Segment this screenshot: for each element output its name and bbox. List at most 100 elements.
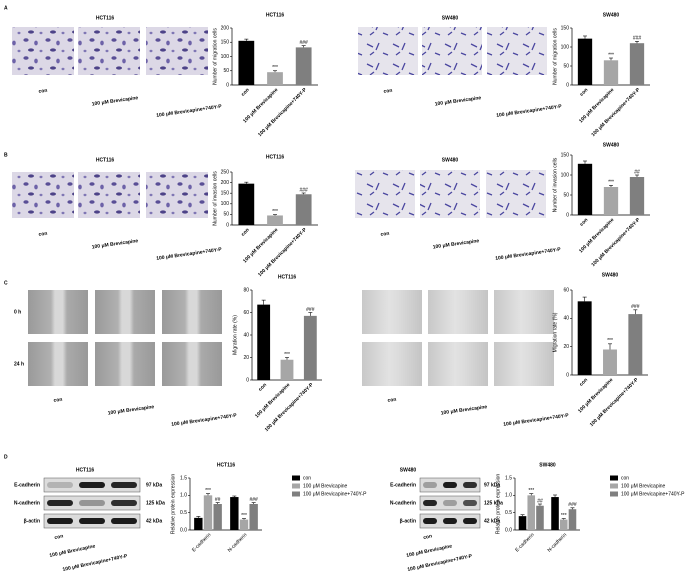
y-tick-label: 0: [226, 222, 229, 228]
x-tick-label: 100 μM Brevicapine+740Y-P: [257, 87, 308, 138]
significance: ###: [568, 502, 577, 508]
size-label: 42 kDa: [146, 518, 162, 524]
image-title: HCT116: [96, 15, 115, 21]
condition-label: 100 μM Brevicapine: [441, 404, 488, 416]
chart-title: SW480: [602, 272, 619, 278]
y-axis-label: Migration rate (%): [232, 315, 238, 355]
y-tick-label: 200: [221, 25, 230, 31]
significance: ***: [241, 513, 247, 519]
condition-label: 100 μM Brevicapine+740Y-P: [171, 413, 238, 428]
significance: ###: [633, 36, 642, 42]
y-tick-label: 80: [243, 287, 249, 293]
condition-label: 100 μM Brevicapine: [435, 95, 482, 107]
y-tick-label: 0: [566, 82, 569, 88]
significance: ***: [608, 52, 614, 58]
significance: ###: [249, 497, 258, 503]
blot-band: [47, 518, 73, 524]
y-axis-label: Relative protein expression: [170, 474, 176, 535]
x-tick-label: 100 μM Brevicapine+740Y-P: [590, 217, 641, 268]
bar: [230, 497, 239, 530]
condition-label: 100 μM Brevicapine+740Y-P: [503, 413, 570, 428]
y-tick-label: 1.5: [180, 475, 187, 481]
y-tick-label: 150: [561, 152, 570, 158]
blot-title: HCT116: [76, 467, 95, 473]
y-tick-label: 0.0: [505, 527, 512, 533]
micrograph: [146, 172, 208, 218]
y-tick-label: 100: [561, 44, 570, 50]
blot-band: [423, 518, 437, 524]
blot-band: [111, 500, 137, 506]
x-tick-label: con: [579, 87, 590, 98]
scratch-image: [28, 290, 88, 334]
protein-label: N-cadherin: [14, 500, 40, 506]
bar: [239, 519, 249, 530]
bar: [628, 314, 643, 375]
y-tick-label: 0: [246, 377, 249, 383]
bar: [194, 517, 203, 530]
chart-title: SW480: [603, 12, 620, 18]
chart-title: HCT116: [278, 274, 297, 280]
bar: [280, 359, 294, 380]
condition-label: con: [387, 397, 397, 404]
bar: [238, 183, 255, 225]
blot-band: [111, 482, 137, 488]
micrograph: [422, 27, 482, 75]
condition-label: 100 μM Brevicapine+740Y-P: [496, 104, 563, 119]
significance: ###: [299, 40, 308, 46]
chart-title: HCT116: [217, 462, 236, 468]
y-tick-label: 0: [566, 212, 569, 218]
legend-swatch: [610, 491, 618, 497]
condition-label: con: [53, 397, 63, 404]
condition-label: 100 μM Brevicapine: [49, 543, 96, 559]
blot-strip: [43, 495, 141, 511]
chart-title: HCT116: [266, 12, 285, 18]
condition-label: con: [54, 533, 64, 541]
legend-swatch: [610, 483, 618, 489]
chart-title: SW480: [539, 462, 556, 468]
y-tick-label: 50: [223, 212, 229, 218]
y-axis-label: Migration rate (%): [552, 312, 558, 352]
size-label: 97 kDa: [146, 482, 162, 488]
significance: ***: [607, 338, 613, 344]
size-label: 125 kDa: [484, 500, 503, 506]
micrograph: [358, 27, 418, 75]
y-tick-label: 0: [226, 82, 229, 88]
bar: [577, 301, 592, 375]
y-tick-label: 20: [563, 344, 569, 350]
y-axis-label: Number of migration cells: [552, 28, 558, 85]
condition-label: 100 μM Brevicapine+740Y-P: [62, 553, 128, 573]
condition-label: 100 μM Brevicapine+740Y-P: [156, 247, 223, 262]
blot-band: [443, 518, 457, 524]
blot-band: [47, 500, 73, 506]
condition-label: con: [380, 231, 390, 238]
legend-label: con: [303, 475, 311, 481]
x-tick-label: 100 μM Brevicapine+740Y-P: [590, 87, 641, 138]
y-tick-label: 20: [243, 355, 249, 361]
bar: [295, 47, 312, 85]
legend-swatch: [292, 483, 300, 489]
significance: ***: [272, 65, 278, 71]
bar: [295, 194, 312, 225]
condition-label: 100 μM Brevicapine: [92, 95, 139, 107]
condition-label: 100 μM Brevicapine: [108, 404, 155, 416]
x-tick-label: con: [240, 227, 251, 238]
size-label: 97 kDa: [484, 482, 500, 488]
legend-label: 100 μM Brevicapine: [621, 483, 666, 489]
legend-label: con: [621, 475, 629, 481]
y-tick-label: 50: [563, 192, 569, 198]
scratch-image: [95, 342, 155, 386]
x-tick-label: E-cadherin: [191, 532, 212, 553]
blot-band: [111, 518, 137, 524]
x-tick-label: 100 μM Brevicapine+740Y-P: [257, 227, 308, 278]
significance: ***: [528, 488, 534, 494]
y-tick-label: 60: [563, 287, 569, 293]
blot-band: [79, 518, 105, 524]
panel-letter: B: [4, 152, 8, 158]
bar: [629, 43, 645, 85]
bar: [559, 519, 568, 530]
x-tick-label: con: [579, 217, 590, 228]
scratch-image: [162, 290, 222, 334]
bar: [629, 177, 645, 215]
bar: [603, 187, 619, 215]
